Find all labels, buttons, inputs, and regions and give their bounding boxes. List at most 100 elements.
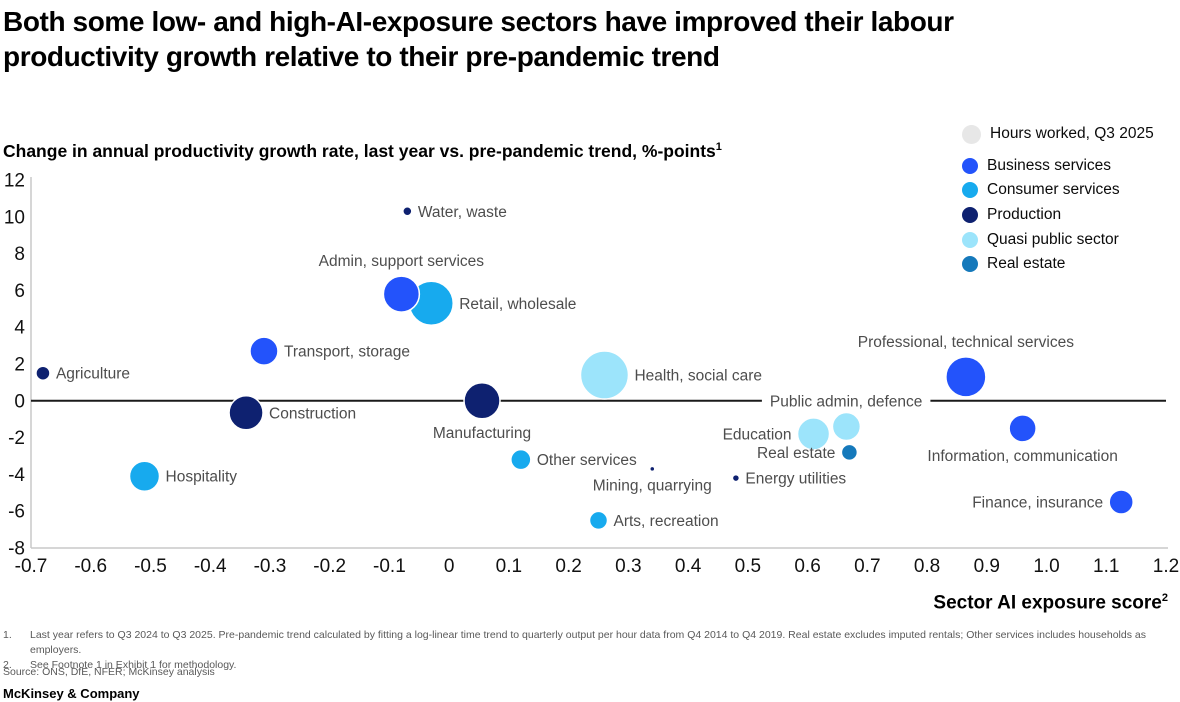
y-tick-label: 8 — [14, 244, 25, 265]
footnote-number: 2. — [3, 659, 12, 671]
bubble-transport-storage — [249, 336, 279, 366]
x-tick-label: 1.2 — [1153, 556, 1179, 577]
mckinsey-brand: McKinsey & Company — [3, 686, 140, 701]
y-tick-label: -4 — [8, 465, 25, 486]
legend-label: Production — [987, 206, 1062, 224]
bubble-label-professional-technical-services: Professional, technical services — [858, 334, 1074, 351]
x-tick-label: -0.2 — [313, 556, 346, 577]
bubble-real-estate — [840, 443, 859, 462]
bubble-public-admin-defence — [831, 411, 862, 442]
hours-worked-swatch-icon — [962, 124, 981, 144]
bubble-energy-utilities — [731, 473, 741, 483]
bubble-label-health-social-care: Health, social care — [634, 368, 762, 385]
y-tick-label: -6 — [8, 502, 25, 523]
bubble-other-services — [510, 448, 532, 471]
bubble-construction — [228, 395, 264, 431]
bubble-label-real-estate: Real estate — [757, 445, 835, 462]
bubble-mining-quarrying — [649, 465, 656, 473]
x-tick-label: 0.7 — [854, 556, 880, 577]
x-tick-label: -0.5 — [134, 556, 167, 577]
bubble-label-energy-utilities: Energy utilities — [745, 471, 846, 488]
zero-line-label-mask — [761, 392, 931, 412]
legend-item-business-services: Business services — [962, 154, 1154, 179]
bubble-label-admin-support-services: Admin, support services — [319, 253, 485, 270]
bubble-label-education: Education — [723, 426, 792, 443]
x-tick-label: -0.3 — [254, 556, 287, 577]
source-line: Source: ONS, DfE, NFER; McKinsey analysi… — [3, 666, 215, 678]
bubble-label-finance-insurance: Finance, insurance — [972, 495, 1103, 512]
x-tick-label: 0.4 — [675, 556, 702, 577]
y-axis-description-text: Change in annual productivity growth rat… — [3, 141, 716, 161]
x-tick-label: 0.5 — [735, 556, 761, 577]
x-tick-label: -0.6 — [74, 556, 107, 577]
y-tick-label: -8 — [8, 539, 25, 560]
legend-label: Quasi public sector — [987, 230, 1119, 248]
x-tick-label: 0.6 — [794, 556, 820, 577]
y-tick-label: 6 — [14, 281, 25, 302]
x-tick-label: 1.1 — [1093, 556, 1119, 577]
x-tick-label: 0.8 — [914, 556, 940, 577]
legend-item-real-estate: Real estate — [962, 252, 1154, 277]
x-tick-label: 0.1 — [496, 556, 522, 577]
legend-label: Consumer services — [987, 181, 1120, 199]
bubble-label-manufacturing: Manufacturing — [433, 425, 531, 442]
bubble-professional-technical-services — [945, 356, 987, 398]
x-tick-label: 0.2 — [555, 556, 581, 577]
bubble-label-other-services: Other services — [537, 452, 637, 469]
legend-item-consumer-services: Consumer services — [962, 178, 1154, 203]
business-services-swatch-icon — [962, 157, 978, 174]
production-swatch-icon — [962, 207, 978, 224]
quasi-public-sector-swatch-icon — [962, 231, 978, 248]
legend-label: Business services — [987, 156, 1112, 174]
y-axis-description: Change in annual productivity growth rat… — [3, 141, 722, 162]
legend-label: Hours worked, Q3 2025 — [990, 125, 1154, 143]
real-estate-swatch-icon — [962, 256, 978, 273]
y-tick-label: 10 — [4, 207, 25, 228]
legend-label: Real estate — [987, 255, 1066, 273]
x-axis-title: Sector AI exposure score2 — [933, 592, 1168, 614]
x-tick-label: 0.3 — [615, 556, 641, 577]
footnote-2: 2. See Footnote 1 in Exhibit 1 for metho… — [3, 658, 1177, 673]
bubble-label-hospitality: Hospitality — [166, 469, 238, 486]
y-tick-label: 12 — [4, 171, 25, 192]
y-tick-label: -2 — [8, 428, 25, 449]
footnote-marker-2: 2 — [1161, 592, 1168, 604]
bubble-agriculture — [35, 365, 51, 381]
bubble-label-mining-quarrying: Mining, quarrying — [593, 477, 712, 494]
consumer-services-swatch-icon — [962, 182, 978, 199]
bubble-label-retail-wholesale: Retail, wholesale — [459, 296, 576, 313]
x-tick-label: 0 — [444, 556, 455, 577]
bubble-label-information-communication: Information, communication — [927, 448, 1117, 465]
bubble-arts-recreation — [588, 510, 609, 531]
x-tick-label: -0.4 — [194, 556, 227, 577]
x-tick-label: -0.7 — [15, 556, 48, 577]
footnote-marker-1: 1 — [715, 141, 722, 154]
bubble-health-social-care — [579, 350, 630, 400]
bubble-label-construction: Construction — [269, 405, 356, 422]
bubble-label-transport-storage: Transport, storage — [284, 344, 410, 361]
bubble-education — [796, 417, 831, 451]
bubble-label-arts-recreation: Arts, recreation — [614, 513, 719, 530]
bubble-label-public-admin-defence: Public admin, defence — [770, 393, 923, 410]
legend-item-production: Production — [962, 203, 1154, 228]
x-tick-label: -0.1 — [373, 556, 406, 577]
bubble-finance-insurance — [1108, 489, 1134, 515]
footnote-text: See Footnote 1 in Exhibit 1 for methodol… — [30, 659, 237, 671]
footnote-1: 1. Last year refers to Q3 2024 to Q3 202… — [3, 628, 1177, 658]
bubble-manufacturing — [463, 382, 501, 420]
bubble-hospitality — [128, 460, 161, 492]
x-tick-label: 0.9 — [974, 556, 1000, 577]
bubble-admin-support-services — [382, 275, 421, 313]
bubble-label-water-waste: Water, waste — [418, 204, 507, 221]
footnote-text: Last year refers to Q3 2024 to Q3 2025. … — [30, 629, 1146, 656]
exhibit-title: Both some low- and high-AI-exposure sect… — [3, 6, 954, 72]
y-tick-label: 4 — [14, 318, 25, 339]
bubble-water-waste — [402, 206, 413, 217]
footnote-number: 1. — [3, 629, 12, 641]
footnotes: 1. Last year refers to Q3 2024 to Q3 202… — [3, 628, 1177, 673]
bubble-label-agriculture: Agriculture — [56, 366, 130, 383]
x-tick-label: 1.0 — [1033, 556, 1059, 577]
bubble-information-communication — [1008, 414, 1037, 443]
